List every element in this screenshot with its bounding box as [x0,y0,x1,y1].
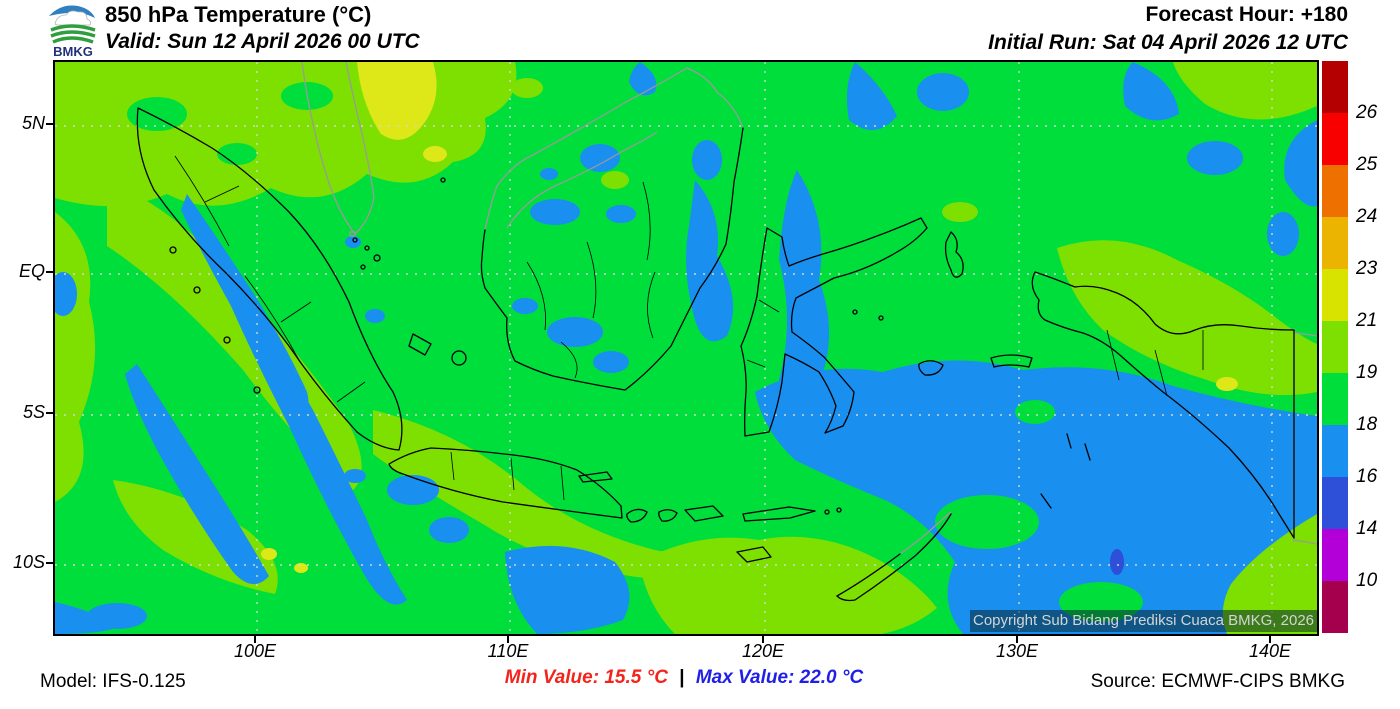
colorbar-segment [1322,217,1348,269]
colorbar-label-16: 16 [1356,466,1378,487]
initial-run: Initial Run: Sat 04 April 2026 12 UTC [988,31,1348,54]
source-label: Source: ECMWF-CIPS BMKG [1090,671,1345,692]
copyright-watermark: Copyright Sub Bidang Prediksi Cuaca BMKG… [970,610,1317,632]
colorbar-segment [1322,373,1348,425]
x-axis-tick [1016,636,1018,643]
colorbar-label-19: 19 [1356,362,1378,383]
colorbar-label-23: 23 [1356,258,1378,279]
colorbar-segment [1322,581,1348,633]
bmkg-logo-text: BMKG [53,44,93,58]
min-max-values: Min Value: 15.5 °C | Max Value: 22.0 °C [53,667,1315,689]
x-axis-label-140e: 140E [1248,641,1292,661]
y-axis-label-5n: 5N [21,113,45,133]
x-axis-label-120e: 120E [741,641,785,661]
bmkg-logo: BMKG [49,5,96,58]
colorbar-segment [1322,113,1348,165]
y-axis-tick [46,412,53,414]
cloud-swoosh-icon [49,5,96,44]
colorbar-label-26: 26 [1356,102,1378,123]
model-label: Model: IFS-0.125 [40,671,186,692]
colorbar-label-18: 18 [1356,414,1378,435]
max-value: Max Value: 22.0 °C [695,667,864,688]
x-axis-label-100e: 100E [233,641,277,661]
temperature-map [55,62,1317,634]
x-axis-tick [1269,636,1271,643]
y-axis-tick [46,123,53,125]
x-axis-tick [254,636,256,643]
colorbar-segment [1322,61,1348,113]
colorbar-segment [1322,477,1348,529]
y-axis-label-10s: 10S [12,552,45,572]
temperature-colorbar [1322,61,1348,633]
colorbar-label-10: 10 [1356,570,1378,591]
min-max-separator: | [679,667,685,688]
valid-time: Valid: Sun 12 April 2026 00 UTC [105,30,420,53]
x-axis-tick [762,636,764,643]
page-title: 850 hPa Temperature (°C) [105,2,372,27]
min-value: Min Value: 15.5 °C [504,667,668,688]
x-axis-label-110e: 110E [487,641,529,661]
y-axis-tick [46,271,53,273]
coastlines [136,107,1295,602]
colorbar-label-21: 21 [1356,310,1378,331]
colorbar-segment [1322,425,1348,477]
forecast-hour: Forecast Hour: +180 [1145,3,1349,26]
colorbar-label-14: 14 [1356,518,1378,539]
colorbar-segment [1322,321,1348,373]
colorbar-label-25: 25 [1356,154,1378,175]
colorbar-segment [1322,269,1348,321]
temperature-field [55,62,1317,634]
map-panel: Copyright Sub Bidang Prediksi Cuaca BMKG… [53,60,1319,636]
y-axis-label-eq: EQ [18,261,45,281]
graticule-gridlines [55,62,1317,634]
colorbar-segment [1322,165,1348,217]
colorbar-label-24: 24 [1356,206,1378,227]
x-axis-label-130e: 130E [995,641,1039,661]
x-axis-tick [507,636,509,643]
province-borders [174,155,1204,501]
y-axis-tick [46,562,53,564]
y-axis-label-5s: 5S [22,402,45,422]
colorbar-segment [1322,529,1348,581]
